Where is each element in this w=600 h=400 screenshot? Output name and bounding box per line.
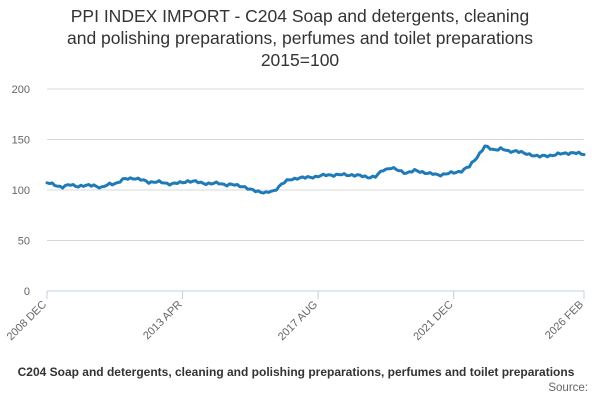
x-tick-label: 2021 DEC xyxy=(411,299,455,343)
y-tick-label: 100 xyxy=(12,185,30,197)
y-tick-label: 50 xyxy=(18,236,30,248)
source-label: Source: xyxy=(548,382,588,394)
x-tick-label: 2026 FEB xyxy=(543,299,586,342)
chart-title-line-3: 2015=100 xyxy=(260,50,340,70)
x-tick-label: 2008 DEC xyxy=(5,299,49,343)
chart-legend[interactable]: C204 Soap and detergents, cleaning and p… xyxy=(0,365,600,379)
legend-item-label[interactable]: C204 Soap and detergents, cleaning and p… xyxy=(17,365,575,379)
x-tick-label: 2013 APR xyxy=(141,299,185,343)
chart-title: PPI INDEX IMPORT - C204 Soap and deterge… xyxy=(0,5,600,71)
chart-title-line-1: PPI INDEX IMPORT - C204 Soap and deterge… xyxy=(70,6,530,26)
chart-title-line-2: and polishing preparations, perfumes and… xyxy=(67,28,533,48)
y-tick-label: 200 xyxy=(12,84,30,96)
y-tick-label: 0 xyxy=(24,286,30,298)
y-tick-label: 150 xyxy=(12,135,30,147)
x-tick-label: 2017 AUG xyxy=(276,299,320,343)
series-line xyxy=(45,144,586,195)
